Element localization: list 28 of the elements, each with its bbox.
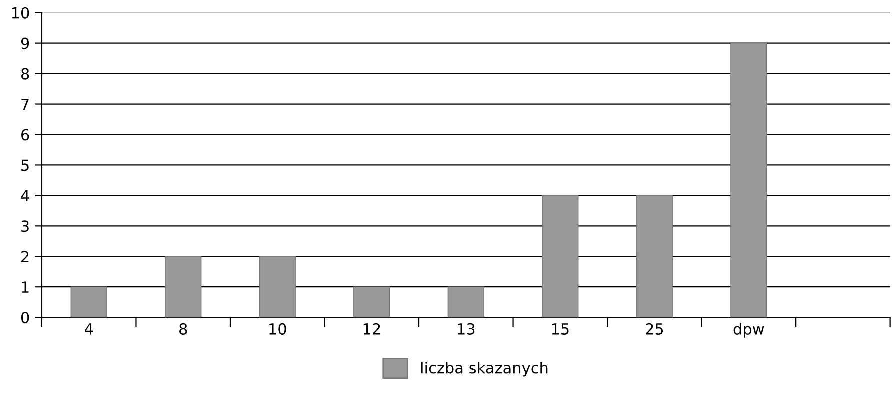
y-tick-label: 1: [22, 282, 29, 293]
x-tick-label: 15: [552, 324, 569, 335]
x-tick-label: 13: [458, 323, 475, 335]
bar: [165, 256, 202, 318]
y-tick-label: 2: [22, 251, 29, 262]
x-tick-label: 10: [270, 323, 286, 335]
x-tick-label: 25: [646, 323, 664, 335]
bar: [542, 195, 579, 318]
x-tick-label: 12: [364, 323, 380, 335]
y-tick-label: 7: [22, 98, 29, 110]
y-tick-label: 9: [21, 38, 30, 50]
y-tick-label: 4: [21, 190, 30, 202]
y-tick-label: 6: [22, 129, 30, 141]
bar: [448, 286, 484, 318]
bar: [636, 195, 673, 318]
legend-label: liczba skazanych: [421, 362, 548, 377]
x-tick-label: dpw: [734, 323, 764, 338]
bar: [354, 286, 390, 318]
bar: [259, 256, 296, 318]
y-tick-label: 10: [12, 7, 30, 19]
bar: [70, 286, 108, 318]
x-tick-label: 8: [180, 323, 188, 335]
x-tick-label: 4: [84, 324, 94, 335]
y-tick-label: 3: [22, 220, 29, 232]
y-tick-label: 5: [22, 160, 29, 172]
y-tick-label: 8: [21, 68, 30, 80]
y-tick-label: 0: [21, 312, 30, 324]
bar: [730, 42, 768, 318]
